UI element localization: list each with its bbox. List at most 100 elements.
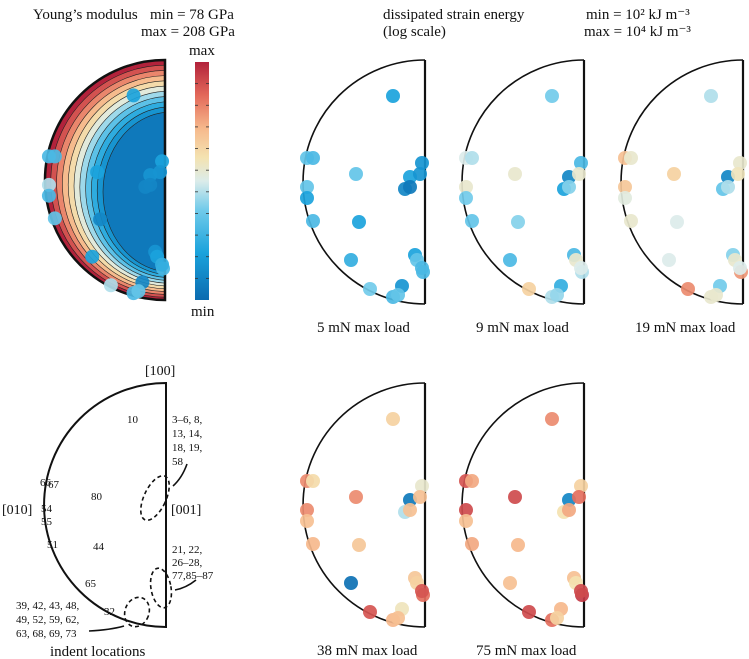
energy-min: min = 10² kJ m⁻³ bbox=[586, 7, 690, 23]
indent-point bbox=[662, 253, 676, 267]
group-label-mid: 26–28, bbox=[172, 557, 203, 569]
youngs-modulus-min: min = 78 GPa bbox=[150, 7, 234, 23]
indent-point bbox=[511, 215, 525, 229]
colorbar-min-label: min bbox=[191, 304, 215, 320]
contour-band bbox=[102, 111, 165, 273]
group-label-top: 58 bbox=[172, 456, 184, 468]
axis-label-100: [100] bbox=[145, 364, 175, 379]
indent-point bbox=[344, 253, 358, 267]
panel-label: 9 mN max load bbox=[476, 320, 569, 336]
youngs-modulus-indent-point bbox=[153, 165, 168, 180]
indent-point bbox=[709, 288, 723, 302]
indent-label: 10 bbox=[127, 414, 139, 426]
indent-label: 65 bbox=[85, 578, 97, 590]
indent-point bbox=[508, 167, 522, 181]
indent-point bbox=[574, 156, 588, 170]
indent-point bbox=[415, 584, 429, 598]
indent-point bbox=[306, 537, 320, 551]
indent-label: 54 bbox=[41, 503, 53, 515]
indent-point bbox=[465, 537, 479, 551]
indent-label: 67 bbox=[48, 479, 60, 491]
leader-line-mid bbox=[174, 579, 197, 591]
indent-point bbox=[704, 89, 718, 103]
energy-panel: 19 mN max load bbox=[618, 59, 748, 336]
youngs-modulus-indent-point bbox=[155, 154, 170, 169]
indent-point bbox=[415, 261, 429, 275]
group-label-bottom: 49, 52, 59, 62, bbox=[16, 614, 80, 626]
panel-label: 75 mN max load bbox=[476, 643, 577, 659]
energy-panel: 5 mN max load bbox=[300, 59, 430, 336]
indent-label: 66 bbox=[40, 477, 52, 489]
indent-point bbox=[349, 167, 363, 181]
youngs-modulus-title: Young’s modulus bbox=[33, 7, 138, 23]
colorbar-max-label: max bbox=[189, 43, 215, 59]
indent-point bbox=[391, 288, 405, 302]
indent-point bbox=[733, 156, 747, 170]
indent-point bbox=[391, 611, 405, 625]
indent-point bbox=[731, 167, 745, 181]
energy-title: dissipated strain energy bbox=[383, 7, 525, 23]
indent-point bbox=[618, 191, 632, 205]
indent-point bbox=[386, 89, 400, 103]
group-label-top: 3–6, 8, bbox=[172, 414, 203, 426]
indent-location-map: [100] [010] [001] 10 66 67 80 54 55 51 4… bbox=[2, 364, 214, 659]
youngs-modulus-indent-point bbox=[41, 177, 56, 192]
indent-point bbox=[503, 253, 517, 267]
indent-point bbox=[733, 261, 747, 275]
youngs-modulus-indent-point bbox=[155, 257, 170, 272]
group-label-mid: 21, 22, bbox=[172, 544, 203, 556]
panel-label: 38 mN max load bbox=[317, 643, 418, 659]
indent-point bbox=[574, 261, 588, 275]
youngs-modulus-indent-point bbox=[85, 249, 100, 264]
indent-point bbox=[545, 412, 559, 426]
indent-point bbox=[574, 584, 588, 598]
indent-point bbox=[403, 503, 417, 517]
energy-max: max = 10⁴ kJ m⁻³ bbox=[584, 24, 691, 40]
youngs-modulus-indent-point bbox=[47, 211, 62, 226]
indent-point bbox=[349, 490, 363, 504]
indent-point bbox=[306, 151, 320, 165]
group-ellipse-mid bbox=[149, 567, 173, 609]
energy-panel: 9 mN max load bbox=[459, 59, 589, 336]
indent-point bbox=[352, 538, 366, 552]
indent-label: 80 bbox=[91, 491, 103, 503]
indent-point bbox=[403, 180, 417, 194]
indent-point bbox=[386, 412, 400, 426]
indent-point bbox=[574, 479, 588, 493]
youngs-modulus-indent-point bbox=[103, 278, 118, 293]
indent-map-outline bbox=[43, 381, 167, 629]
indent-label: 32 bbox=[104, 606, 115, 618]
youngs-modulus-max: max = 208 GPa bbox=[141, 24, 235, 40]
indent-point bbox=[459, 180, 473, 194]
energy-subtitle: (log scale) bbox=[383, 24, 446, 40]
youngs-modulus-indent-point bbox=[41, 188, 56, 203]
indent-point bbox=[363, 282, 377, 296]
indent-point bbox=[465, 214, 479, 228]
indent-point bbox=[624, 151, 638, 165]
axis-label-010: [010] bbox=[2, 503, 32, 518]
indent-point bbox=[363, 605, 377, 619]
indent-label: 44 bbox=[93, 541, 105, 553]
indent-point bbox=[624, 214, 638, 228]
group-label-top: 18, 19, bbox=[172, 442, 203, 454]
indent-point bbox=[465, 151, 479, 165]
energy-panel: 75 mN max load bbox=[459, 382, 589, 659]
youngs-modulus-indent-point bbox=[131, 284, 146, 299]
colorbar bbox=[195, 62, 209, 300]
indent-point bbox=[508, 490, 522, 504]
indent-point bbox=[550, 288, 564, 302]
indent-point bbox=[572, 490, 586, 504]
indent-point bbox=[300, 180, 314, 194]
group-label-bottom: 39, 42, 43, 48, bbox=[16, 600, 80, 612]
axis-label-001: [001] bbox=[171, 503, 201, 518]
group-label-top: 13, 14, bbox=[172, 428, 203, 440]
indent-point bbox=[550, 611, 564, 625]
indent-point bbox=[465, 474, 479, 488]
youngs-modulus-indent-point bbox=[126, 88, 141, 103]
colorbar-ticks bbox=[195, 83, 209, 279]
indent-point bbox=[545, 89, 559, 103]
indent-point bbox=[352, 215, 366, 229]
indent-point bbox=[667, 167, 681, 181]
indent-point bbox=[306, 214, 320, 228]
